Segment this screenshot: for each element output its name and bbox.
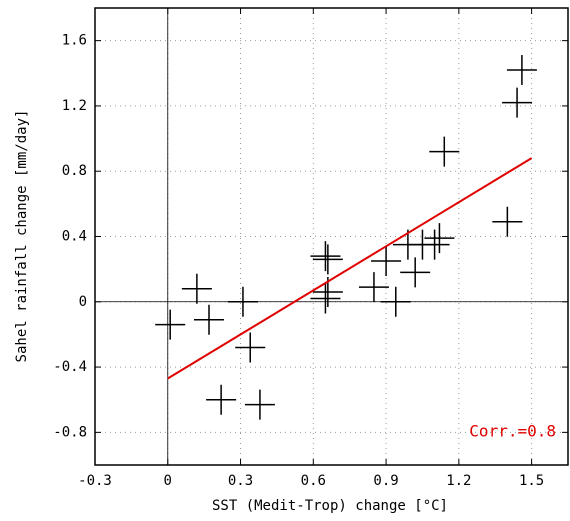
y-tick-label: 1.2 [62,98,87,114]
x-tick-label: 1.5 [519,473,544,489]
point [400,257,431,288]
point [194,304,225,335]
point [312,244,343,275]
y-axis-label: Sahel rainfall change [mm/day] [14,110,30,363]
y-tick-label: -0.4 [53,359,87,375]
point [244,389,275,420]
point [235,332,266,363]
regression-line [167,157,533,380]
y-tick-label: 0.8 [62,163,87,179]
x-tick-label: -0.3 [78,473,112,489]
point [227,286,258,317]
x-tick-label: 0.3 [228,473,253,489]
point [429,136,460,167]
point [424,223,455,254]
y-tick-label: 0.4 [62,229,87,245]
point [371,245,402,276]
x-tick-label: 0.6 [301,473,326,489]
y-tick-label: 1.6 [62,33,87,49]
point [492,206,523,237]
point [310,283,341,314]
x-tick-label: 1.2 [446,473,471,489]
point [506,55,537,86]
y-tick-label: 0 [79,294,87,310]
point [358,272,389,303]
annotation: Corr.=0.8 [469,422,556,441]
plot-frame [94,7,569,466]
point [380,286,411,317]
y-tick-label: -0.8 [53,424,87,440]
point [502,87,533,118]
point [419,229,450,260]
point [206,384,237,415]
x-axis-label: SST (Medit-Trop) change [°C] [212,498,448,514]
point [181,273,212,304]
point [310,241,341,272]
x-tick-label: 0.9 [373,473,398,489]
point [155,309,186,340]
x-tick-label: 0 [164,473,172,489]
